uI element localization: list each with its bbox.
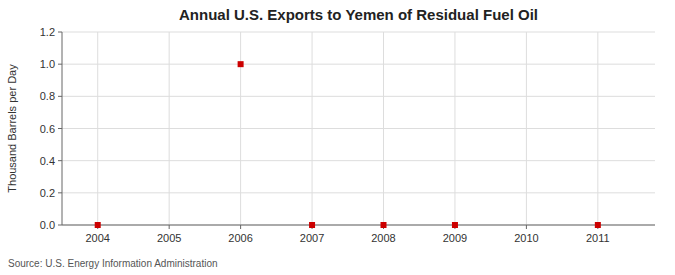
- grid-line-y: [62, 160, 655, 161]
- x-tick-label: 2008: [371, 232, 395, 244]
- data-point: [309, 222, 315, 228]
- grid-line-x: [454, 32, 455, 225]
- x-tick-label: 2005: [157, 232, 181, 244]
- x-tick-label: 2007: [300, 232, 324, 244]
- data-point: [452, 222, 458, 228]
- grid-line-x: [526, 32, 527, 225]
- x-tick-label: 2009: [443, 232, 467, 244]
- y-tick-label: 0.0: [40, 219, 55, 231]
- grid-line-x: [240, 32, 241, 225]
- y-tick: [58, 32, 62, 33]
- grid-line-y: [62, 96, 655, 97]
- y-axis-line: [62, 32, 63, 225]
- chart-svg: Annual U.S. Exports to Yemen of Residual…: [0, 0, 675, 275]
- grid-line-y: [62, 64, 655, 65]
- x-axis-line: [62, 225, 655, 226]
- x-tick-label: 2004: [85, 232, 109, 244]
- grid-line-x: [597, 32, 598, 225]
- data-point: [595, 222, 601, 228]
- grid: [62, 32, 655, 225]
- x-tick-label: 2011: [586, 232, 610, 244]
- x-tick: [526, 225, 527, 229]
- y-tick-label: 0.8: [40, 90, 55, 102]
- grid-line-y: [62, 32, 655, 33]
- axes: 0.0 0.2 0.4 0.6 0.8 1.0 1.2 2004 2005 2006 2007 200…: [40, 26, 655, 244]
- y-tick-label: 1.2: [40, 26, 55, 38]
- y-tick-label: 0.4: [40, 155, 55, 167]
- data-point: [95, 222, 101, 228]
- grid-line-y: [62, 128, 655, 129]
- y-tick: [58, 160, 62, 161]
- grid-line-x: [97, 32, 98, 225]
- x-tick-label: 2006: [228, 232, 252, 244]
- y-tick-label: 1.0: [40, 58, 55, 70]
- source-annotation: Source: U.S. Energy Information Administ…: [8, 258, 218, 269]
- y-tick: [58, 128, 62, 129]
- y-tick-label: 0.6: [40, 123, 55, 135]
- y-tick-label: 0.2: [40, 187, 55, 199]
- chart-container: Annual U.S. Exports to Yemen of Residual…: [0, 0, 675, 275]
- points: [95, 61, 601, 228]
- grid-line-x: [169, 32, 170, 225]
- y-tick: [58, 96, 62, 97]
- x-tick: [240, 225, 241, 229]
- grid-line-y: [62, 192, 655, 193]
- y-tick: [58, 192, 62, 193]
- x-tick-label: 2010: [514, 232, 538, 244]
- y-axis-label: Thousand Barrels per Day: [6, 64, 18, 193]
- grid-line-x: [383, 32, 384, 225]
- x-tick: [169, 225, 170, 229]
- data-point: [381, 222, 387, 228]
- chart-title: Annual U.S. Exports to Yemen of Residual…: [179, 6, 538, 23]
- data-point: [238, 61, 244, 67]
- grid-line-x: [312, 32, 313, 225]
- grid-line-y: [62, 225, 655, 226]
- y-tick: [58, 64, 62, 65]
- y-tick: [58, 225, 62, 226]
